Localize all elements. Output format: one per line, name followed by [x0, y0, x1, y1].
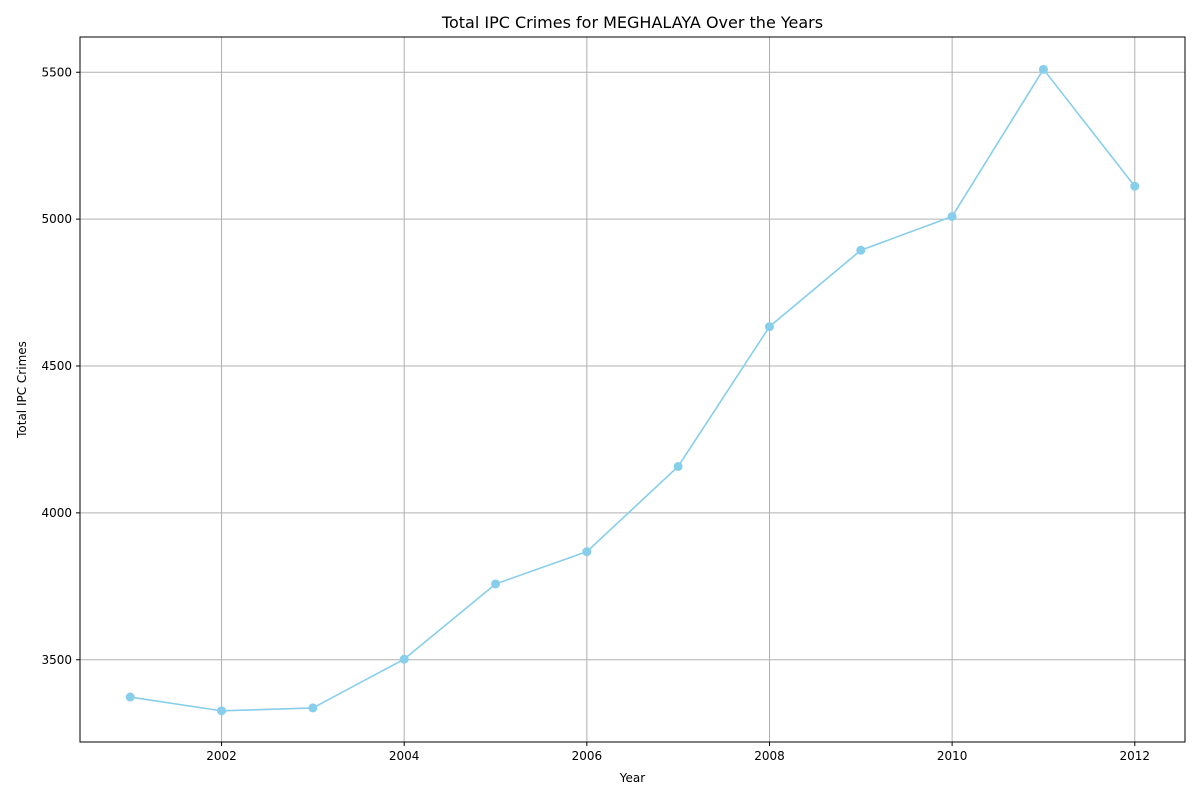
series-layer: [125, 64, 1140, 716]
data-point: [491, 579, 501, 589]
series-line: [130, 68, 1136, 712]
y-axis-label: Total IPC Crimes: [15, 341, 29, 439]
data-point: [125, 692, 135, 702]
y-tick-label: 4000: [41, 506, 72, 520]
x-tick-label: 2008: [754, 749, 785, 763]
data-point: [947, 211, 957, 221]
data-point: [764, 322, 774, 332]
x-axis-label: Year: [619, 771, 645, 785]
y-tick-label: 5500: [41, 65, 72, 79]
x-tick-label: 2012: [1119, 749, 1150, 763]
data-point: [1038, 64, 1048, 74]
grid: [80, 37, 1185, 742]
data-point: [217, 706, 227, 716]
x-tick-label: 2010: [937, 749, 968, 763]
data-point: [1130, 181, 1140, 191]
data-point: [673, 461, 683, 471]
x-tick-label: 2006: [572, 749, 603, 763]
x-tick-label: 2002: [206, 749, 237, 763]
data-point: [399, 654, 409, 664]
plot-frame: [79, 36, 1186, 743]
data-point: [582, 547, 592, 557]
y-tick-label: 5000: [41, 212, 72, 226]
y-tick-label: 3500: [41, 653, 72, 667]
data-point: [856, 245, 866, 255]
data-point: [308, 703, 318, 713]
x-tick-label: 2004: [389, 749, 420, 763]
ticks: 2002 2004 2006 2008 2010 2012 3500 4000 4500 5000…: [41, 65, 1150, 763]
y-tick-label: 4500: [41, 359, 72, 373]
chart-title: Total IPC Crimes for MEGHALAYA Over the …: [441, 13, 823, 32]
